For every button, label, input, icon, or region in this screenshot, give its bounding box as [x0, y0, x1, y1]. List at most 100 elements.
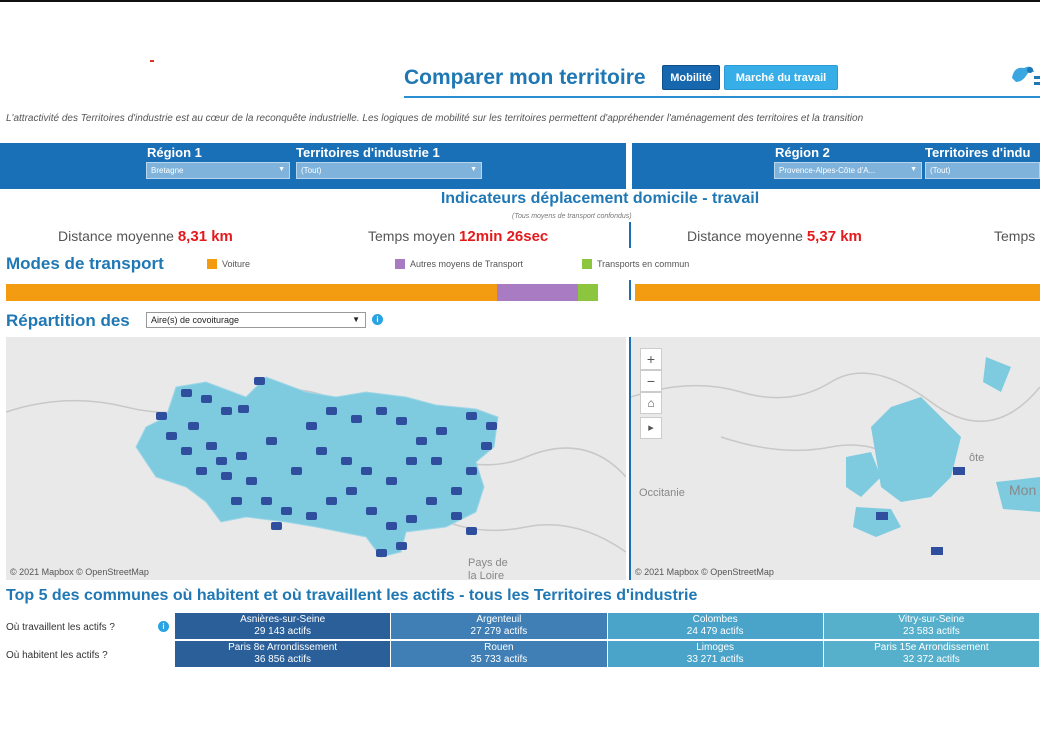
parking-marker-icon[interactable]: [291, 467, 302, 475]
tab-marche-du-travail[interactable]: Marché du travail: [724, 65, 838, 90]
distance-label: Distance moyenne: [58, 228, 174, 244]
top5-cell[interactable]: Paris 15e Arrondissement 32 372 actifs: [823, 641, 1040, 667]
parking-marker-icon[interactable]: [396, 417, 407, 425]
parking-markers: [156, 377, 497, 557]
parking-marker-icon[interactable]: [451, 512, 462, 520]
parking-marker-icon[interactable]: [201, 395, 212, 403]
parking-marker-icon[interactable]: [306, 512, 317, 520]
parking-marker-icon[interactable]: [221, 407, 232, 415]
parking-marker-icon[interactable]: [346, 487, 357, 495]
parking-marker-icon[interactable]: [396, 542, 407, 550]
parking-marker-icon[interactable]: [254, 377, 265, 385]
parking-marker-icon[interactable]: [188, 422, 199, 430]
parking-marker-icon[interactable]: [351, 415, 362, 423]
parking-marker-icon[interactable]: [238, 405, 249, 413]
territory-1-select[interactable]: (Tout) ▼: [296, 162, 482, 179]
legend-swatch: [207, 259, 217, 269]
actifs-count: 23 583 actifs: [903, 626, 960, 637]
parking-marker-icon[interactable]: [216, 457, 227, 465]
top5-cell[interactable]: Paris 8e Arrondissement 36 856 actifs: [175, 641, 392, 667]
decorative-mark: [150, 60, 154, 62]
region-2-value: Provence-Alpes-Côte d'A...: [779, 166, 876, 175]
parking-marker-icon[interactable]: [221, 472, 232, 480]
parking-marker-icon[interactable]: [236, 452, 247, 460]
parking-marker-icon[interactable]: [436, 427, 447, 435]
repartition-value: Aire(s) de covoiturage: [151, 315, 240, 325]
time-value: 12min 26sec: [459, 228, 549, 245]
parking-marker-icon[interactable]: [416, 437, 427, 445]
parking-marker-icon[interactable]: [271, 522, 282, 530]
info-icon[interactable]: i: [158, 621, 169, 632]
parking-marker-icon[interactable]: [156, 412, 167, 420]
parking-marker-icon[interactable]: [181, 447, 192, 455]
parking-marker-icon[interactable]: [231, 497, 242, 505]
time-label: Temps: [994, 228, 1036, 244]
parking-marker-icon[interactable]: [426, 497, 437, 505]
zoom-out-button[interactable]: −: [640, 370, 662, 392]
actifs-count: 33 271 actifs: [686, 654, 744, 665]
parking-marker-icon[interactable]: [326, 407, 337, 415]
info-icon[interactable]: i: [372, 314, 383, 325]
parking-marker-icon[interactable]: [196, 467, 207, 475]
distance-label: Distance moyenne: [687, 228, 803, 244]
chevron-down-icon: ▼: [278, 166, 285, 173]
parking-marker-icon[interactable]: [386, 522, 397, 530]
parking-marker-icon[interactable]: [486, 422, 497, 430]
top5-cell[interactable]: Rouen 35 733 actifs: [391, 641, 608, 667]
divider: [629, 222, 631, 248]
parking-marker-icon[interactable]: [386, 477, 397, 485]
parking-marker-icon[interactable]: [306, 422, 317, 430]
region-1-label: Région 1: [147, 145, 202, 160]
distance-value: 8,31 km: [177, 228, 233, 245]
modes-segment: [497, 284, 578, 301]
parking-marker-icon[interactable]: [466, 412, 477, 420]
legend-item-transports: Transports en commun: [582, 259, 689, 269]
top5-cell[interactable]: Colombes 24 479 actifs: [607, 613, 824, 639]
top5-cell[interactable]: Vitry-sur-Seine 23 583 actifs: [823, 613, 1040, 639]
map-left[interactable]: Pays de la Loire © 2021 Mapbox © OpenStr…: [6, 337, 626, 580]
parking-marker-icon[interactable]: [406, 457, 417, 465]
legend-label: Transports en commun: [597, 259, 690, 269]
parking-marker-icon[interactable]: [481, 442, 492, 450]
parking-marker-icon[interactable]: [316, 447, 327, 455]
repartition-dropdown[interactable]: Aire(s) de covoiturage ▼: [146, 312, 366, 328]
parking-marker-icon[interactable]: [261, 497, 272, 505]
map-attribution: © 2021 Mapbox © OpenStreetMap: [635, 567, 774, 577]
actifs-count: 35 733 actifs: [470, 654, 528, 665]
parking-marker-icon[interactable]: [366, 507, 377, 515]
parking-marker-icon[interactable]: [466, 467, 477, 475]
top5-cell[interactable]: Limoges 33 271 actifs: [607, 641, 824, 667]
legend-swatch: [582, 259, 592, 269]
territory-2-select[interactable]: (Tout): [925, 162, 1040, 179]
time-label: Temps moyen: [368, 228, 456, 244]
parking-marker-icon[interactable]: [246, 477, 257, 485]
parking-marker-icon[interactable]: [281, 507, 292, 515]
tab-mobilite[interactable]: Mobilité: [662, 65, 720, 90]
parking-marker-icon[interactable]: [376, 549, 387, 557]
repartition-title: Répartition des: [6, 311, 130, 330]
parking-marker-icon[interactable]: [406, 515, 417, 523]
parking-marker-icon[interactable]: [376, 407, 387, 415]
region-2-select[interactable]: Provence-Alpes-Côte d'A... ▼: [774, 162, 922, 179]
region-1-select[interactable]: Bretagne ▼: [146, 162, 290, 179]
play-icon[interactable]: ▸: [640, 417, 662, 439]
parking-marker-icon[interactable]: [326, 497, 337, 505]
parking-marker-icon[interactable]: [341, 457, 352, 465]
map-right[interactable]: Occitanie ôte Mon © 2021 Mapbox © OpenSt…: [631, 337, 1040, 580]
parking-marker-icon[interactable]: [166, 432, 177, 440]
modes-title: Modes de transport: [6, 254, 164, 273]
parking-marker-icon[interactable]: [361, 467, 372, 475]
zoom-in-button[interactable]: +: [640, 348, 662, 370]
territory-2-label: Territoires d'indu: [925, 145, 1031, 160]
parking-marker-icon[interactable]: [266, 437, 277, 445]
top5-cell[interactable]: Asnières-sur-Seine 29 143 actifs: [175, 613, 392, 639]
top5-cell[interactable]: Argenteuil 27 279 actifs: [391, 613, 608, 639]
parking-marker-icon[interactable]: [206, 442, 217, 450]
indicators-subtitle: (Tous moyens de transport confondus): [512, 213, 632, 220]
parking-marker-icon[interactable]: [466, 527, 477, 535]
parking-marker-icon[interactable]: [181, 389, 192, 397]
home-icon[interactable]: ⌂: [640, 392, 662, 414]
territory-1-label: Territoires d'industrie 1: [296, 145, 440, 160]
parking-marker-icon[interactable]: [451, 487, 462, 495]
parking-marker-icon[interactable]: [431, 457, 442, 465]
